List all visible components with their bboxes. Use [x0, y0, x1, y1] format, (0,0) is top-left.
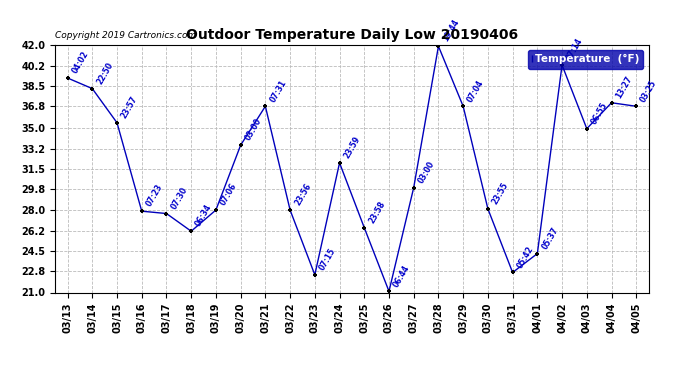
Text: 13:27: 13:27: [614, 75, 634, 100]
Text: 03:00: 03:00: [417, 159, 436, 185]
Point: [334, 160, 345, 166]
Point: [581, 126, 592, 132]
Point: [384, 288, 395, 294]
Point: [482, 206, 493, 212]
Text: 23:59: 23:59: [342, 135, 362, 160]
Text: 23:58: 23:58: [367, 200, 387, 225]
Text: 22:50: 22:50: [95, 60, 115, 86]
Point: [87, 86, 98, 92]
Text: 07:31: 07:31: [268, 78, 288, 104]
Legend: Temperature  (°F): Temperature (°F): [528, 50, 643, 69]
Text: 06:44: 06:44: [392, 263, 412, 288]
Text: 05:42: 05:42: [515, 244, 535, 270]
Point: [408, 184, 420, 190]
Point: [557, 62, 568, 68]
Text: 05:37: 05:37: [540, 225, 560, 251]
Point: [631, 103, 642, 109]
Text: 23:55: 23:55: [491, 181, 511, 206]
Text: 06:55: 06:55: [589, 101, 609, 126]
Text: 07:23: 07:23: [144, 183, 164, 209]
Point: [532, 251, 543, 257]
Point: [235, 142, 246, 148]
Point: [136, 208, 147, 214]
Text: 04:02: 04:02: [70, 50, 90, 75]
Text: 06:34: 06:34: [194, 203, 214, 228]
Point: [359, 225, 370, 231]
Point: [457, 103, 469, 109]
Text: 07:06: 07:06: [219, 182, 239, 207]
Point: [112, 120, 123, 126]
Title: Outdoor Temperature Daily Low 20190406: Outdoor Temperature Daily Low 20190406: [186, 28, 518, 42]
Point: [210, 207, 221, 213]
Point: [260, 103, 271, 109]
Text: 19:44: 19:44: [441, 18, 461, 44]
Point: [507, 270, 518, 276]
Text: 03:00: 03:00: [244, 117, 264, 142]
Point: [309, 272, 320, 278]
Text: 07:04: 07:04: [466, 78, 486, 104]
Text: 03:25: 03:25: [639, 78, 659, 104]
Point: [186, 228, 197, 234]
Point: [62, 75, 73, 81]
Text: 23:57: 23:57: [120, 94, 139, 120]
Text: 07:30: 07:30: [169, 185, 189, 211]
Text: 23:56: 23:56: [293, 182, 313, 207]
Point: [606, 100, 617, 106]
Text: Copyright 2019 Cartronics.com: Copyright 2019 Cartronics.com: [55, 31, 197, 40]
Point: [161, 210, 172, 216]
Point: [284, 207, 295, 213]
Text: 07:14: 07:14: [565, 37, 584, 62]
Text: 07:15: 07:15: [317, 247, 337, 272]
Point: [433, 43, 444, 49]
